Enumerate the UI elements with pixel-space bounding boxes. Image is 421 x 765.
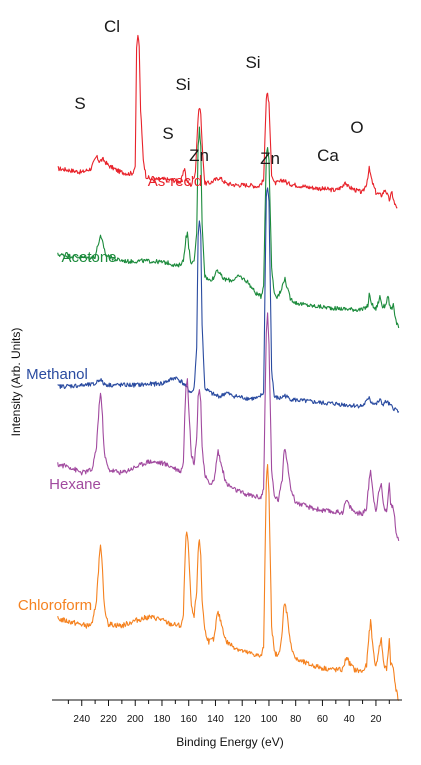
x-tick-label: 40 xyxy=(344,714,356,725)
x-tick-label: 120 xyxy=(234,714,251,725)
peak-label-zn: Zn xyxy=(260,149,280,168)
x-axis: 240 220 200 180 160 140 120 100 80 60 40 20 Binding… xyxy=(52,699,402,749)
y-axis-title: Intensity (Arb. Units) xyxy=(9,328,23,437)
x-tick-label: 140 xyxy=(207,714,224,725)
x-tick-label: 160 xyxy=(180,714,197,725)
x-tick-label: 180 xyxy=(154,714,171,725)
series-line-hexane xyxy=(57,312,400,542)
trace-label: As-rec'd xyxy=(148,173,203,190)
peak-label-si: Si xyxy=(245,53,260,72)
peak-label-si: Si xyxy=(175,75,190,94)
x-tick-label: 220 xyxy=(100,714,117,725)
peak-label-s: S xyxy=(162,124,173,143)
trace-label: Hexane xyxy=(49,476,101,493)
series-line-methanol xyxy=(57,187,400,413)
peak-label-s: S xyxy=(74,94,85,113)
x-tick-label: 60 xyxy=(317,714,329,725)
peak-label-cl: Cl xyxy=(104,17,120,36)
peak-labels: Cl S Si S Zn Si Zn Ca O xyxy=(74,17,363,168)
x-tick-label: 100 xyxy=(261,714,278,725)
x-axis-title: Binding Energy (eV) xyxy=(176,735,283,749)
x-tick-label: 20 xyxy=(370,714,382,725)
x-tick-label: 200 xyxy=(127,714,144,725)
trace-label: Chloroform xyxy=(18,597,92,614)
trace-label: Methanol xyxy=(26,366,88,383)
x-tick-label: 80 xyxy=(290,714,302,725)
peak-label-o: O xyxy=(350,118,363,137)
trace-label: Acetone xyxy=(61,249,116,266)
peak-label-zn: Zn xyxy=(189,146,209,165)
x-tick-label: 240 xyxy=(73,714,90,725)
series-line-acetone xyxy=(57,126,400,329)
trace-labels: As-rec'd Acetone Methanol Hexane Chloroform xyxy=(18,173,202,614)
x-ticks: 240 220 200 180 160 140 120 100 80 60 40 20 xyxy=(67,700,390,725)
peak-label-ca: Ca xyxy=(317,146,339,165)
series-line-as-rec-d xyxy=(57,34,398,209)
series-line-chloroform xyxy=(57,464,400,702)
spectra-traces xyxy=(57,34,400,702)
